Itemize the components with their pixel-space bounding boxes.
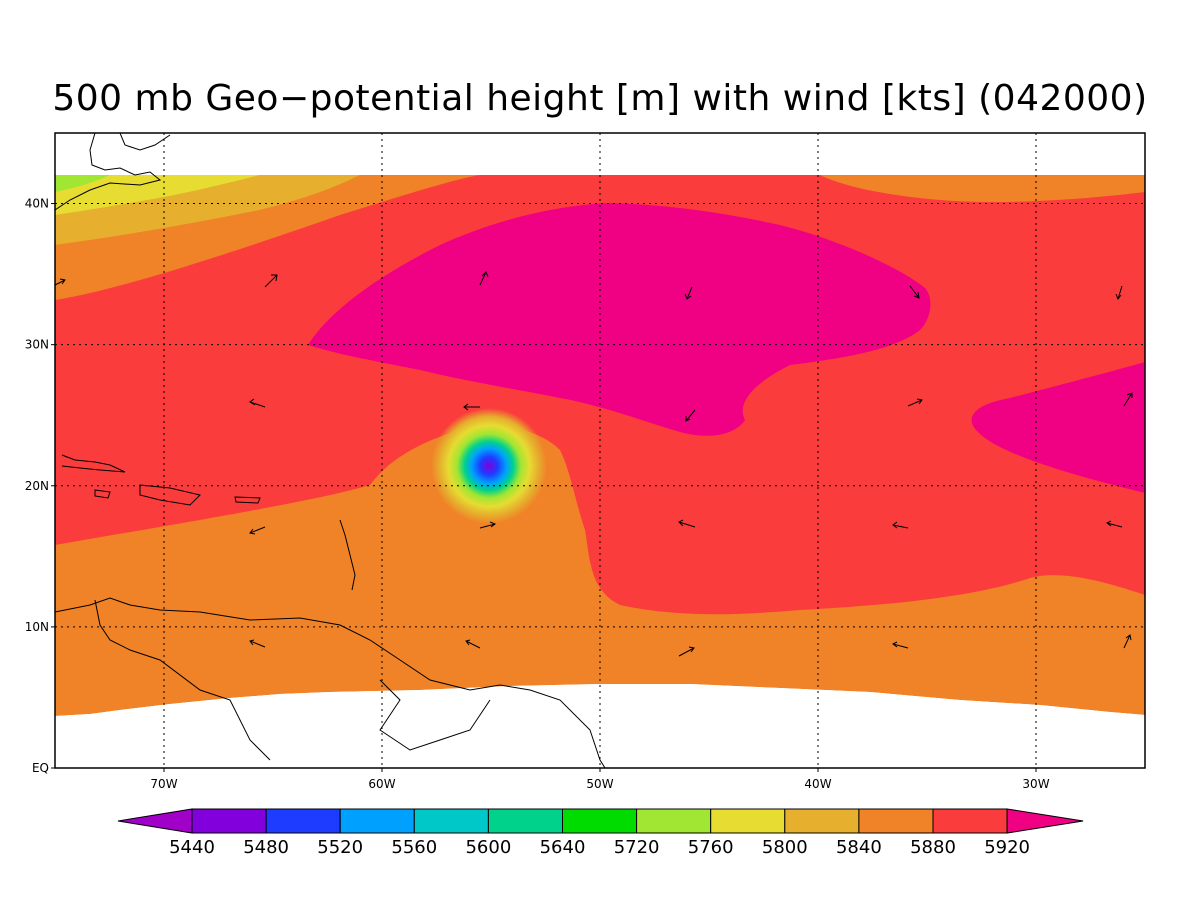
wind-arrow [678, 519, 696, 528]
wind-arrow [1123, 634, 1132, 649]
colorbar-level-label: 5440 [169, 837, 215, 858]
coast-venezuela-interior [379, 679, 491, 751]
wind-arrow [907, 398, 923, 407]
coast-cuba [61, 454, 126, 473]
wind-arrow [249, 639, 266, 648]
coast-puerto-rico [234, 496, 261, 504]
contour-5960-east [971, 362, 1145, 493]
wind-arrow [249, 526, 266, 535]
lat-tick-label: 10N [25, 620, 49, 634]
graticule [55, 133, 1145, 768]
colorbar-box [710, 808, 786, 834]
coast-new-england [119, 133, 171, 151]
colorbar-box [932, 808, 1008, 834]
colorbar-box [562, 808, 638, 834]
wind-arrow [249, 398, 266, 408]
colorbar-under-triangle [117, 808, 193, 834]
coast-hispaniola [139, 484, 201, 506]
lat-tick-label: 20N [25, 479, 49, 493]
lon-tick-label: 60W [368, 777, 395, 791]
longitude-axis: 70W 60W 50W 40W 30W [150, 768, 1050, 791]
undefined-south [55, 684, 1145, 768]
wind-arrow [479, 521, 497, 529]
coast-north-america [55, 133, 162, 211]
contour-5760-band [55, 175, 110, 192]
low-pressure-center [431, 408, 547, 524]
colorbar-over-triangle [1006, 808, 1084, 834]
height-field [55, 133, 1145, 768]
colorbar-box [413, 808, 489, 834]
wind-arrow [892, 641, 909, 649]
colorbar-level-label: 5640 [540, 837, 586, 858]
contour-5960-high [308, 203, 931, 436]
coast-lesser-antilles [339, 519, 356, 591]
colorbar-level-label: 5600 [465, 837, 511, 858]
coast-central-america [94, 599, 271, 761]
chart-title: 500 mb Geo−potential height [m] with win… [52, 78, 1148, 119]
lon-tick-label: 30W [1022, 777, 1049, 791]
contour-5880-northwest [55, 175, 420, 300]
colorbar-level-label: 5480 [243, 837, 289, 858]
colorbar-level-label: 5840 [836, 837, 882, 858]
colorbar-level-label: 5920 [984, 837, 1030, 858]
wind-arrow [465, 639, 481, 649]
wind-arrow [1115, 285, 1123, 301]
wind-vectors [54, 271, 1133, 657]
colorbar-box [339, 808, 415, 834]
wind-arrow [1106, 520, 1123, 528]
colorbar: 5440 5480 5520 5560 5600 5640 5720 5760 5800 5840… [117, 808, 1084, 858]
colorbar-level-label: 5720 [614, 837, 660, 858]
lon-tick-label: 50W [586, 777, 613, 791]
colorbar-level-label: 5520 [317, 837, 363, 858]
coast-south-america [55, 597, 606, 768]
colorbar-level-label: 5560 [391, 837, 437, 858]
lon-tick-label: 40W [804, 777, 831, 791]
lon-tick-label: 70W [150, 777, 177, 791]
wind-arrow [264, 274, 278, 288]
wind-arrow [54, 278, 66, 286]
wind-arrow [685, 409, 696, 422]
wind-arrow [909, 285, 920, 299]
lat-tick-label: EQ [32, 761, 49, 775]
wind-arrow [684, 286, 693, 300]
wind-arrow [463, 403, 480, 411]
colorbar-box [487, 808, 563, 834]
colorbar-level-label: 5880 [910, 837, 956, 858]
colorbar-box [784, 808, 860, 834]
wind-arrow [678, 646, 695, 657]
wind-arrow [479, 271, 489, 286]
coast-jamaica [94, 489, 111, 499]
coastlines [55, 133, 606, 768]
lat-tick-label: 40N [25, 197, 49, 211]
colorbar-box [636, 808, 712, 834]
lat-tick-label: 30N [25, 338, 49, 352]
contour-5800-band [55, 175, 260, 215]
wind-arrow [892, 521, 909, 529]
colorbar-box [265, 808, 341, 834]
colorbar-level-label: 5760 [688, 837, 734, 858]
contour-5880-northeast [820, 175, 1145, 203]
wind-arrow [1123, 392, 1133, 407]
colorbar-level-label: 5800 [762, 837, 808, 858]
colorbar-box [191, 808, 267, 834]
latitude-axis: 40N 30N 20N 10N EQ [25, 197, 55, 775]
colorbar-box [858, 808, 934, 834]
